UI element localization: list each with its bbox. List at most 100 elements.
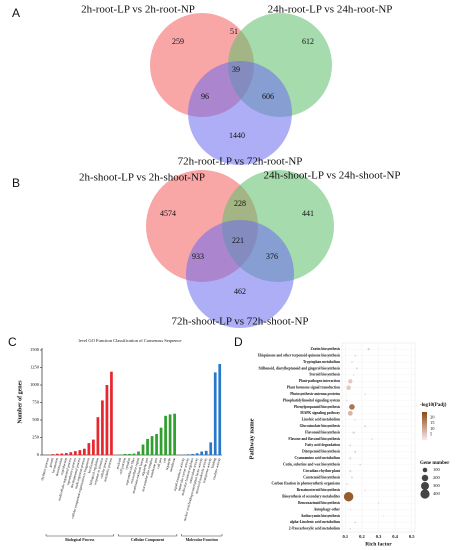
bubble: [354, 450, 357, 453]
y-tick-label: Plant hormone signal transduction: [287, 386, 340, 390]
color-tick-label: 15: [430, 420, 435, 425]
set-label: 72h-shoot-LP vs 72h-shoot-NP: [171, 316, 308, 328]
region-count: 228: [234, 199, 246, 208]
y-tick-label: Photosynthesis-antenna proteins: [290, 392, 340, 396]
bar: [195, 453, 199, 455]
y-tick-label: alpha-Linolenic acid metabolism: [290, 520, 340, 524]
bar: [218, 364, 222, 455]
bar: [105, 385, 109, 455]
region-count: 933: [192, 252, 204, 261]
bubble: [359, 463, 362, 466]
y-tick-label: 250: [32, 435, 40, 440]
bubble: [349, 457, 352, 460]
group-bracket: [181, 534, 223, 537]
y-tick-label: Steroid biosynthesis: [309, 373, 340, 377]
bubble: [356, 367, 358, 370]
bubble: [354, 354, 357, 357]
x-tick-label: 0.2: [359, 534, 365, 539]
bar: [78, 450, 82, 455]
bar: [51, 454, 55, 455]
bubble: [347, 410, 353, 416]
y-tick-label: Fatty acid degradation: [305, 443, 340, 447]
bubble: [367, 348, 370, 351]
x-tick-label: extracellular region: [130, 457, 141, 484]
x-tick-label: organelle part: [141, 457, 150, 476]
bubble: [349, 404, 355, 410]
bubble: [349, 444, 352, 447]
size-key: [422, 467, 428, 473]
panel-label: B: [12, 176, 20, 190]
bubble: [350, 476, 353, 479]
y-tick-label: Anthocyanin biosynthesis: [301, 514, 341, 518]
bar: [146, 438, 149, 455]
x-tick-label: localization: [87, 457, 95, 474]
color-tick-label: 5: [430, 431, 433, 436]
x-tick-label: symplast: [124, 457, 131, 470]
region-count: 606: [262, 92, 274, 101]
y-tick-label: 1500: [30, 347, 40, 352]
group-bracket: [118, 534, 178, 537]
y-axis-label: Number of genes: [17, 380, 23, 424]
bar: [155, 434, 158, 455]
bubble: [345, 482, 349, 485]
bar: [159, 427, 163, 455]
y-tick-label: Flavone and flavonol biosynthesis: [288, 437, 340, 441]
size-key: [421, 474, 429, 482]
bar: [200, 451, 204, 455]
bubble: [343, 492, 354, 502]
y-tick-label: Circadian rhythm-plant: [303, 469, 341, 473]
bar: [73, 451, 77, 455]
bubble: [354, 521, 357, 524]
region-count: 4574: [160, 209, 176, 218]
region-count: 462: [234, 287, 246, 296]
set-label: 2h-shoot-LP vs 2h-shoot-NP: [79, 172, 205, 184]
x-tick-label: metabolic process: [103, 457, 113, 482]
y-tick-label: Zeatin biosynthesis: [311, 347, 341, 351]
region-count: 376: [266, 252, 278, 261]
bar: [101, 400, 104, 455]
bubble: [364, 489, 366, 491]
bar: [55, 453, 59, 455]
bubble: [352, 374, 355, 376]
bar: [128, 453, 131, 455]
y-tick-label: Stilbenoid, diarylheptanoid and gingerol…: [258, 366, 340, 370]
bubble: [382, 515, 384, 517]
x-tick-label: supramolecular fiber: [125, 457, 136, 486]
color-tick-label: 20: [430, 415, 435, 420]
bubble: [349, 527, 352, 530]
bubble: [346, 385, 351, 390]
region-count: 1440: [229, 131, 245, 140]
y-tick-label: MAPK signaling pathway: [300, 411, 340, 415]
set-label: 72h-root-LP vs 72h-root-NP: [178, 156, 303, 168]
y-tick-label: Phenylpropanoid biosynthesis: [294, 405, 341, 409]
bar: [209, 442, 213, 455]
bar: [213, 372, 217, 455]
group-label: Biological Process: [65, 538, 95, 542]
bar: [168, 414, 172, 455]
region-count: 39: [232, 65, 240, 74]
region-count: 441: [302, 209, 314, 218]
group-label: Cellular Component: [131, 538, 165, 542]
panel-label: A: [12, 6, 20, 20]
x-tick-label: membrane part: [149, 457, 158, 478]
y-tick-label: 0: [37, 452, 40, 457]
bubble: [351, 361, 353, 363]
panel-label: C: [8, 335, 17, 349]
bar: [191, 453, 195, 455]
x-tick-label: catalytic activity: [212, 457, 222, 480]
bar: [132, 453, 136, 455]
y-tick-label: Diterpenoid biosynthesis: [302, 450, 340, 454]
bar: [137, 451, 140, 455]
bar: [92, 439, 95, 455]
x-tick-label: cellular process: [99, 457, 109, 479]
group-label: Molecular Function: [186, 538, 219, 542]
y-tick-label: Cyanoamino acid metabolism: [294, 456, 340, 460]
x-tick-label: binding: [210, 457, 217, 468]
x-tick-label: detoxification: [55, 457, 64, 477]
set-label: 2h-root-LP vs 2h-root-NP: [81, 4, 195, 16]
bar: [123, 453, 127, 455]
bar: [173, 413, 176, 455]
bar: [110, 371, 113, 455]
bar: [96, 417, 100, 455]
y-tick-label: 2-Oxocarboxylic acid metabolism: [289, 527, 340, 531]
